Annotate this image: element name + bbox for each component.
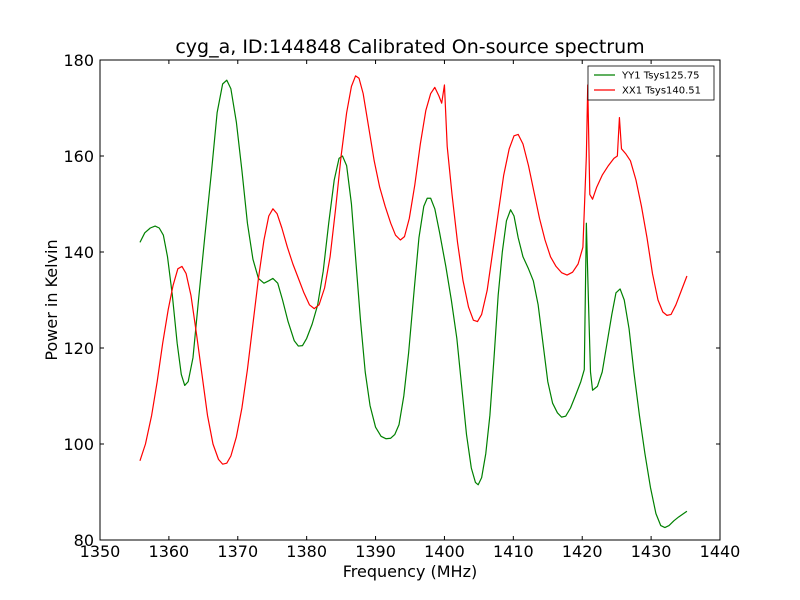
chart-title: cyg_a, ID:144848 Calibrated On-source sp… [175, 36, 644, 58]
plot-area [100, 60, 720, 540]
legend-box [587, 65, 715, 101]
x-tick-label: 1400 [424, 542, 465, 561]
x-tick-label: 1420 [562, 542, 603, 561]
y-tick-label: 100 [63, 435, 94, 454]
y-tick-label: 180 [63, 51, 94, 70]
y-axis-label: Power in Kelvin [42, 239, 61, 360]
x-tick-label: 1350 [80, 542, 121, 561]
series-line-0 [139, 79, 688, 529]
legend-label-yy1: YY1 Tsys125.75 [621, 71, 700, 82]
x-tick-label: 1440 [700, 542, 741, 561]
x-tick-label: 1380 [286, 542, 327, 561]
y-tick-label: 140 [63, 243, 94, 262]
x-tick-label: 1430 [631, 542, 672, 561]
legend: YY1 Tsys125.75 XX1 Tsys140.51 [587, 65, 715, 101]
x-tick-label: 1390 [355, 542, 396, 561]
x-tick-label: 1360 [149, 542, 190, 561]
series-layer [139, 75, 688, 529]
ticks-layer: 1350 1360 1370 1380 1390 1400 1410 1420 1430 1440… [63, 51, 740, 561]
legend-label-xx1: XX1 Tsys140.51 [622, 86, 701, 97]
x-tick-label: 1370 [217, 542, 258, 561]
y-tick-label: 120 [63, 339, 94, 358]
y-tick-label: 160 [63, 147, 94, 166]
x-axis-label: Frequency (MHz) [343, 562, 477, 581]
x-tick-label: 1410 [493, 542, 534, 561]
plot-frame [99, 59, 721, 541]
y-tick-label: 80 [74, 531, 94, 550]
series-line-1 [139, 75, 688, 465]
